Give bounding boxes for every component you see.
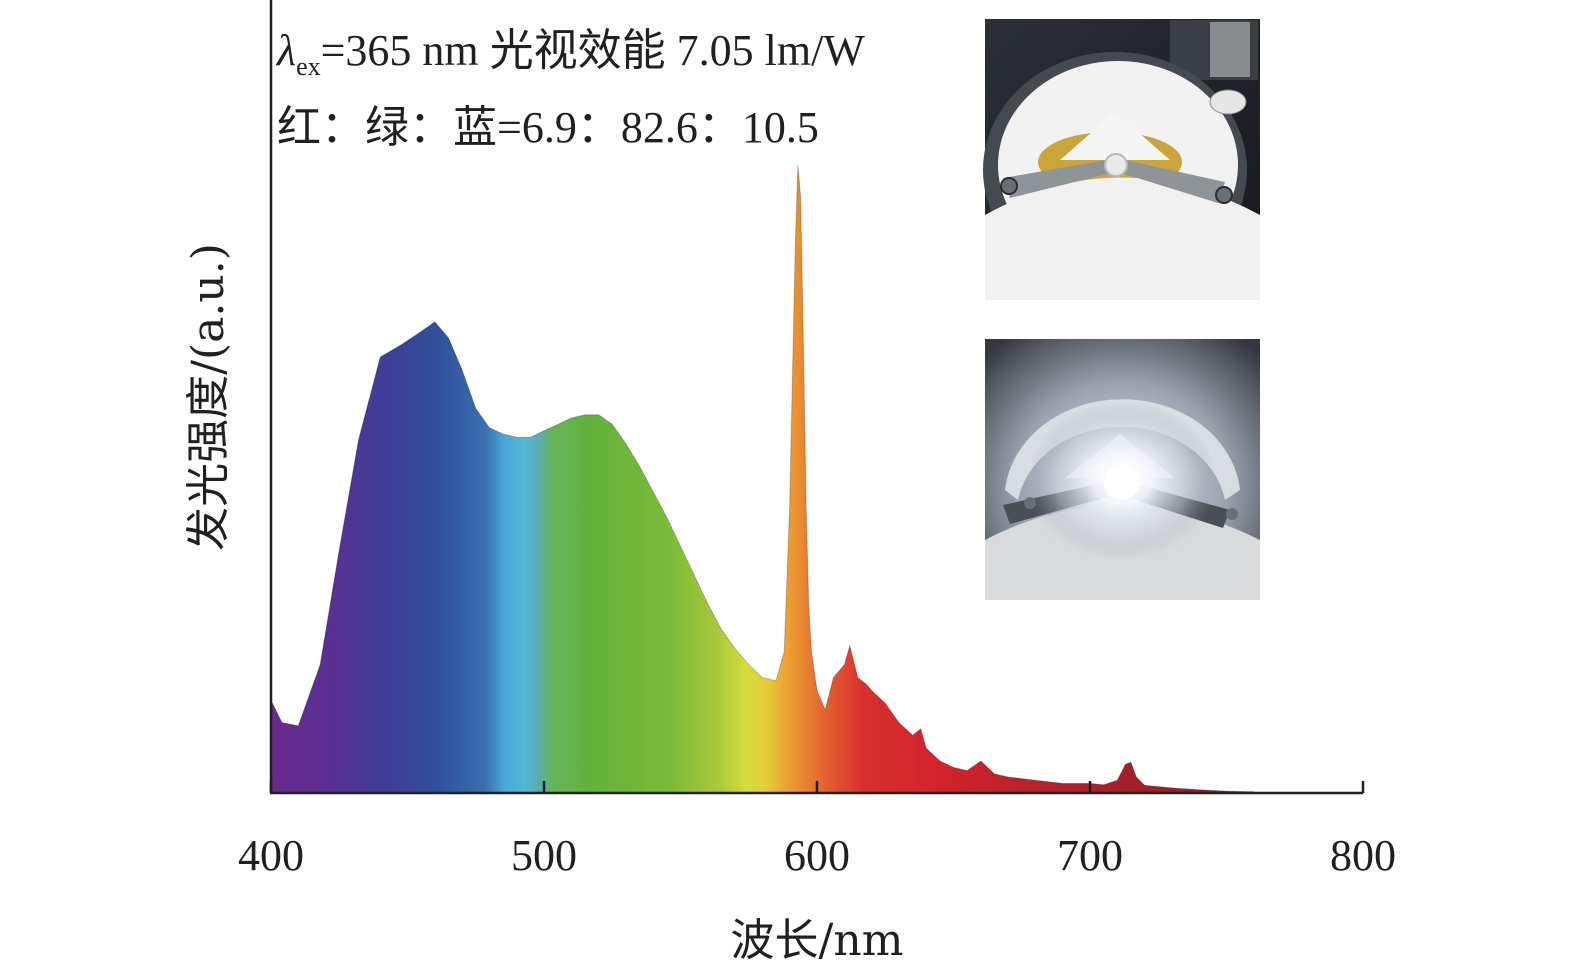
lambda-subscript: ex [296, 52, 321, 81]
x-ticks [269, 781, 1365, 793]
x-tick-label: 700 [1057, 831, 1123, 880]
lambda-symbol: λ [275, 26, 296, 75]
x-tick-label: 800 [1330, 831, 1396, 880]
excitation-annotation: λex=365 nm 光视效能 7.05 lm/W [275, 26, 865, 81]
inset-photo-unlit [983, 19, 1260, 300]
x-axis-label: 波长/nm [731, 915, 904, 966]
spectrum-line [270, 164, 1254, 793]
x-tick-labels: 400 500 600 700 800 [238, 831, 1396, 880]
excitation-rest: =365 nm 光视效能 7.05 lm/W [321, 26, 866, 75]
y-axis-label: 发光强度/(a.u.) [183, 243, 234, 551]
x-tick-label: 400 [238, 831, 304, 880]
x-tick-label: 500 [511, 831, 577, 880]
inset-photo-lit [985, 339, 1260, 600]
spectrum-area [271, 164, 1254, 794]
rgb-ratio-annotation: 红：绿：蓝=6.9：82.6：10.5 [277, 103, 819, 152]
x-tick-label: 600 [784, 831, 850, 880]
